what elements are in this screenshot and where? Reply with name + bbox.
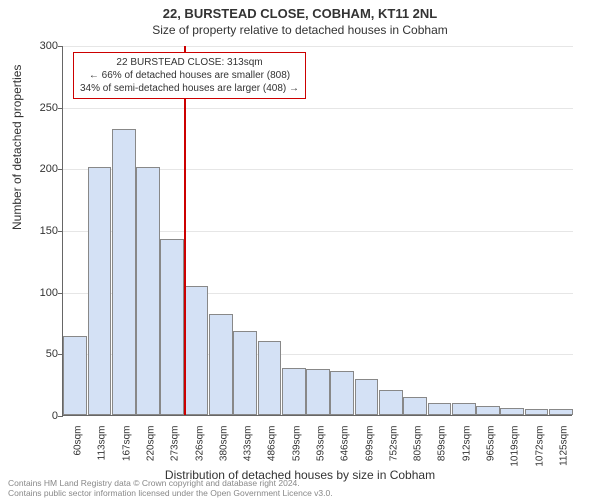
gridline xyxy=(63,46,573,47)
bar xyxy=(330,371,354,415)
bar xyxy=(258,341,282,415)
bar xyxy=(452,403,476,415)
ytick-label: 250 xyxy=(18,102,58,114)
annotation-line: 22 BURSTEAD CLOSE: 313sqm xyxy=(80,56,299,69)
plot-area: 60sqm113sqm167sqm220sqm273sqm326sqm380sq… xyxy=(62,46,572,416)
bar xyxy=(476,406,500,415)
annotation-line: 34% of semi-detached houses are larger (… xyxy=(80,82,299,95)
ytick-mark xyxy=(58,231,63,232)
reference-line xyxy=(184,46,186,415)
annotation-box: 22 BURSTEAD CLOSE: 313sqm← 66% of detach… xyxy=(73,52,306,99)
bar xyxy=(185,286,209,416)
gridline xyxy=(63,108,573,109)
page-title: 22, BURSTEAD CLOSE, COBHAM, KT11 2NL xyxy=(0,0,600,21)
ytick-label: 50 xyxy=(18,348,58,360)
bar xyxy=(112,129,136,415)
ytick-label: 200 xyxy=(18,163,58,175)
bar xyxy=(428,403,452,415)
bar xyxy=(549,409,573,415)
ytick-label: 300 xyxy=(18,40,58,52)
footer-attribution: Contains HM Land Registry data © Crown c… xyxy=(8,478,592,498)
footer-line1: Contains HM Land Registry data © Crown c… xyxy=(8,478,592,488)
bar xyxy=(282,368,306,415)
bar xyxy=(525,409,549,415)
y-axis-label: Number of detached properties xyxy=(10,65,24,230)
ytick-mark xyxy=(58,416,63,417)
ytick-mark xyxy=(58,46,63,47)
chart-container: 60sqm113sqm167sqm220sqm273sqm326sqm380sq… xyxy=(62,46,572,416)
bar xyxy=(306,369,330,415)
bar xyxy=(88,167,112,415)
ytick-label: 100 xyxy=(18,287,58,299)
bar xyxy=(209,314,233,415)
ytick-mark xyxy=(58,169,63,170)
bar xyxy=(63,336,87,415)
ytick-label: 150 xyxy=(18,225,58,237)
bar xyxy=(136,167,160,415)
bar xyxy=(379,390,403,415)
bar xyxy=(233,331,257,415)
bar xyxy=(160,239,184,415)
annotation-line: ← 66% of detached houses are smaller (80… xyxy=(80,69,299,82)
bar xyxy=(500,408,524,415)
ytick-label: 0 xyxy=(18,410,58,422)
bar xyxy=(355,379,379,415)
ytick-mark xyxy=(58,108,63,109)
bar xyxy=(403,397,427,416)
ytick-mark xyxy=(58,293,63,294)
footer-line2: Contains public sector information licen… xyxy=(8,488,592,498)
page-subtitle: Size of property relative to detached ho… xyxy=(0,21,600,37)
